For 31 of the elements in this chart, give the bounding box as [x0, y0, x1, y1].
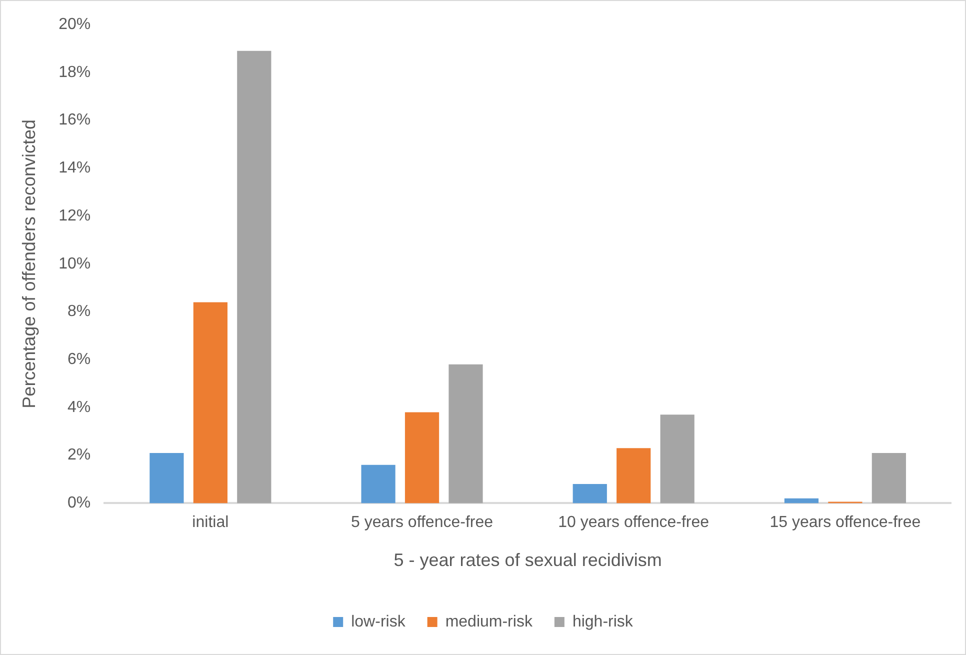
bar	[872, 452, 906, 504]
bar	[784, 498, 819, 504]
x-axis-title: 5 - year rates of sexual recidivism	[394, 550, 662, 570]
x-tick-label: initial	[192, 514, 229, 532]
y-tick-label: 12%	[58, 207, 91, 224]
bar	[616, 448, 651, 504]
legend-label: high-risk	[572, 613, 634, 630]
y-axis-title: Percentage of offenders reconvicted	[18, 119, 39, 408]
y-tick-label: 2%	[68, 446, 91, 464]
bar	[404, 412, 440, 504]
legend-label: low-risk	[351, 613, 406, 630]
bar	[660, 414, 694, 504]
bar	[361, 464, 396, 504]
x-tick-label: 15 years offence-free	[770, 514, 921, 532]
y-tick-label: 14%	[58, 160, 91, 177]
x-tick-label: 5 years offence-free	[351, 514, 494, 532]
bar	[237, 50, 272, 504]
bar	[150, 452, 184, 504]
y-tick-label: 0%	[68, 494, 91, 512]
x-tick-label: 10 years offence-free	[558, 514, 710, 532]
legend-label: medium-risk	[445, 613, 534, 630]
y-tick-label: 16%	[58, 112, 91, 129]
y-tick-label: 4%	[68, 398, 91, 416]
bar	[193, 302, 228, 504]
y-tick-label: 20%	[58, 16, 91, 34]
y-tick-label: 6%	[68, 351, 91, 368]
y-tick-label: 18%	[58, 64, 91, 81]
y-tick-label: 10%	[58, 255, 91, 272]
bar	[448, 364, 483, 504]
y-tick-label: 8%	[68, 303, 91, 320]
bar	[572, 484, 607, 504]
